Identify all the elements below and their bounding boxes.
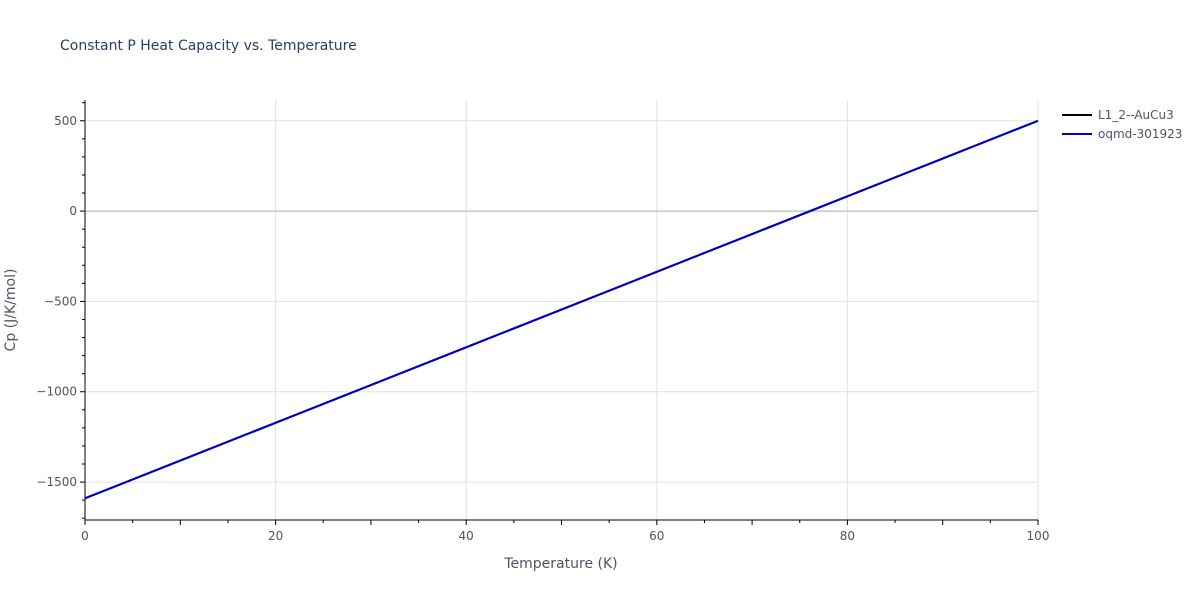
x-tick-label: 60 bbox=[649, 529, 664, 543]
legend-item[interactable]: oqmd-301923 bbox=[1062, 127, 1182, 141]
legend-item[interactable]: L1_2--AuCu3 bbox=[1062, 108, 1174, 122]
legend[interactable]: L1_2--AuCu3 oqmd-301923 bbox=[1062, 108, 1182, 141]
x-tick-label: 80 bbox=[840, 529, 855, 543]
x-tick-label: 100 bbox=[1027, 529, 1050, 543]
y-tick-label: −1500 bbox=[36, 475, 77, 489]
y-tick-label: −1000 bbox=[36, 385, 77, 399]
y-tick-label: 500 bbox=[54, 114, 77, 128]
series-line-oqmd-301923 bbox=[84, 119, 1039, 500]
x-tick-label: 40 bbox=[459, 529, 474, 543]
axes bbox=[80, 100, 1039, 525]
y-tick-label: 0 bbox=[69, 204, 77, 218]
legend-label: L1_2--AuCu3 bbox=[1098, 108, 1174, 122]
legend-label: oqmd-301923 bbox=[1098, 127, 1182, 141]
x-axis-title: Temperature (K) bbox=[503, 556, 617, 572]
y-axis-title: Cp (J/K/mol) bbox=[3, 269, 19, 352]
x-tick-label: 20 bbox=[268, 529, 283, 543]
grid bbox=[85, 100, 1039, 520]
x-tick-label: 0 bbox=[81, 529, 89, 543]
series-lines bbox=[84, 119, 1039, 500]
tick-labels: 0 20 40 60 80 100 −1500 −1000 −500 0 500 bbox=[36, 114, 1049, 543]
y-tick-label: −500 bbox=[44, 294, 77, 308]
chart-title: Constant P Heat Capacity vs. Temperature bbox=[60, 38, 357, 54]
